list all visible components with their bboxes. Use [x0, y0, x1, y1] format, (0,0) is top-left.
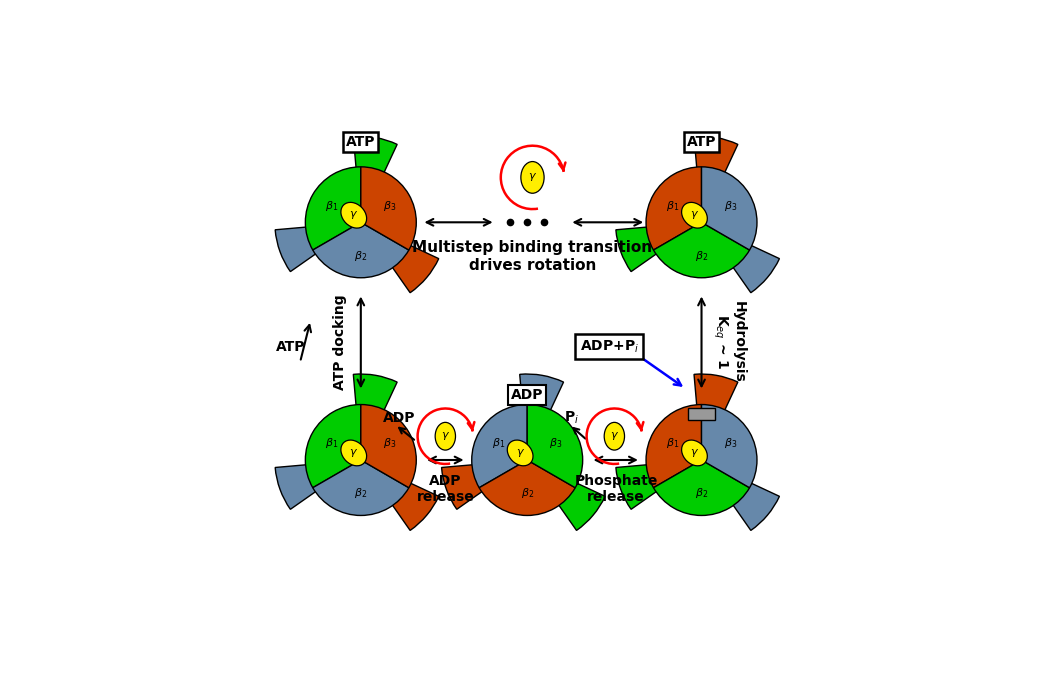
Text: ATP docking: ATP docking: [332, 294, 347, 390]
Wedge shape: [654, 460, 749, 515]
Wedge shape: [388, 242, 438, 293]
Text: $\beta_2$: $\beta_2$: [521, 486, 534, 500]
Wedge shape: [654, 222, 749, 278]
Wedge shape: [275, 464, 322, 509]
Text: ADP: ADP: [511, 388, 543, 402]
Text: $\beta_1$: $\beta_1$: [666, 199, 680, 213]
Text: $\gamma$: $\gamma$: [528, 172, 537, 183]
Text: $\beta_2$: $\beta_2$: [695, 248, 709, 263]
Wedge shape: [313, 460, 409, 515]
Text: ATP: ATP: [275, 340, 305, 355]
Text: ADP
release: ADP release: [417, 474, 474, 504]
Wedge shape: [646, 167, 701, 250]
Text: $\beta_3$: $\beta_3$: [550, 436, 563, 450]
Text: $\beta_3$: $\beta_3$: [723, 436, 737, 450]
Text: $\beta_1$: $\beta_1$: [325, 199, 339, 213]
Text: Hydrolysis
K$_{eq}$ ~ 1: Hydrolysis K$_{eq}$ ~ 1: [711, 301, 745, 383]
Wedge shape: [275, 226, 322, 272]
Text: $\beta_1$: $\beta_1$: [666, 436, 680, 450]
Text: P$_i$: P$_i$: [564, 410, 579, 426]
Ellipse shape: [341, 202, 367, 228]
Wedge shape: [694, 137, 738, 180]
Wedge shape: [527, 405, 583, 488]
Text: $\gamma$: $\gamma$: [690, 209, 699, 222]
Text: ATP: ATP: [346, 135, 375, 149]
Wedge shape: [616, 464, 663, 509]
Text: ATP: ATP: [687, 135, 716, 149]
Text: $\gamma$: $\gamma$: [690, 447, 699, 459]
Wedge shape: [728, 242, 779, 293]
Text: $\beta_3$: $\beta_3$: [723, 199, 737, 213]
Wedge shape: [554, 480, 605, 530]
Wedge shape: [694, 374, 738, 417]
Ellipse shape: [435, 423, 455, 450]
Text: Phosphate
release: Phosphate release: [575, 474, 658, 504]
Wedge shape: [361, 405, 417, 488]
Text: Multistep binding transition
drives rotation: Multistep binding transition drives rota…: [412, 240, 652, 273]
Ellipse shape: [341, 440, 367, 466]
Text: $\gamma$: $\gamma$: [349, 447, 358, 459]
Wedge shape: [472, 405, 527, 488]
Text: $\gamma$: $\gamma$: [610, 430, 619, 442]
Text: $\beta_2$: $\beta_2$: [354, 248, 368, 263]
Ellipse shape: [605, 423, 624, 450]
Wedge shape: [520, 374, 563, 417]
Wedge shape: [646, 405, 701, 488]
Wedge shape: [353, 374, 397, 417]
Wedge shape: [305, 405, 361, 488]
FancyBboxPatch shape: [688, 408, 716, 420]
Ellipse shape: [507, 440, 533, 466]
Text: $\beta_2$: $\beta_2$: [354, 486, 368, 500]
Wedge shape: [479, 460, 576, 515]
Wedge shape: [701, 167, 757, 250]
Wedge shape: [388, 480, 438, 530]
Text: $\gamma$: $\gamma$: [441, 430, 450, 442]
Wedge shape: [305, 167, 361, 250]
Ellipse shape: [521, 162, 544, 193]
Wedge shape: [728, 480, 779, 530]
Wedge shape: [353, 137, 397, 180]
Text: ADP: ADP: [383, 411, 416, 425]
Wedge shape: [701, 405, 757, 488]
Ellipse shape: [682, 202, 708, 228]
Text: $\beta_1$: $\beta_1$: [491, 436, 505, 450]
Text: $\gamma$: $\gamma$: [515, 447, 525, 459]
Text: $\beta_3$: $\beta_3$: [383, 199, 396, 213]
Wedge shape: [442, 464, 488, 509]
Ellipse shape: [682, 440, 708, 466]
Text: $\gamma$: $\gamma$: [349, 209, 358, 222]
Text: $\beta_1$: $\beta_1$: [325, 436, 339, 450]
Wedge shape: [361, 167, 417, 250]
Wedge shape: [313, 222, 409, 278]
Wedge shape: [616, 226, 663, 272]
Text: $\beta_3$: $\beta_3$: [383, 436, 396, 450]
Text: ADP+P$_i$: ADP+P$_i$: [580, 338, 639, 355]
Text: $\beta_2$: $\beta_2$: [695, 486, 709, 500]
